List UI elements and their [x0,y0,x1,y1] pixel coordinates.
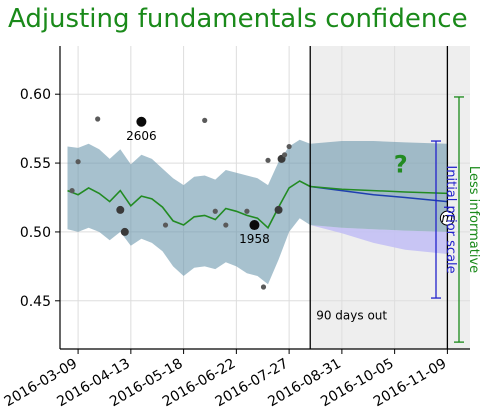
confidence-band [67,139,311,285]
data-point [249,220,260,231]
data-point [69,188,75,194]
data-point [223,222,229,228]
data-point [95,116,101,122]
data-point [202,117,208,123]
prior-band [310,225,448,254]
data-point [162,222,169,228]
days-out-label: 90 days out [316,309,387,323]
question-mark: ? [394,151,408,179]
y-tick-label: 0.60 [20,87,51,103]
y-tick-label: 0.45 [20,294,51,310]
data-point [281,152,288,158]
series-line [67,180,311,230]
plot-area: 260619580.450.500.550.602016-03-092016-0… [2,46,481,410]
data-point [136,116,147,127]
forecast-band [310,141,448,232]
m-marker [439,210,455,226]
data-point [75,159,81,165]
data-point [116,205,125,214]
initial-prior-scale-label: Initial prior scale [443,165,458,273]
data-point [265,157,271,163]
forecast-line [310,185,448,195]
point-label: 2606 [126,129,157,143]
data-point [274,205,283,214]
point-label: 1958 [239,232,270,246]
less-informative-label: Less informative [466,166,481,273]
y-tick-label: 0.55 [20,156,51,172]
prior-forecast-line [310,185,448,203]
data-point [212,208,218,214]
data-point [260,284,267,290]
chart-title: Adjusting fundamentals confidence [8,4,468,34]
data-point [244,208,250,214]
m-marker-label: m [442,211,454,225]
data-point [120,227,129,236]
data-point [286,143,292,150]
y-tick-label: 0.50 [20,225,51,241]
